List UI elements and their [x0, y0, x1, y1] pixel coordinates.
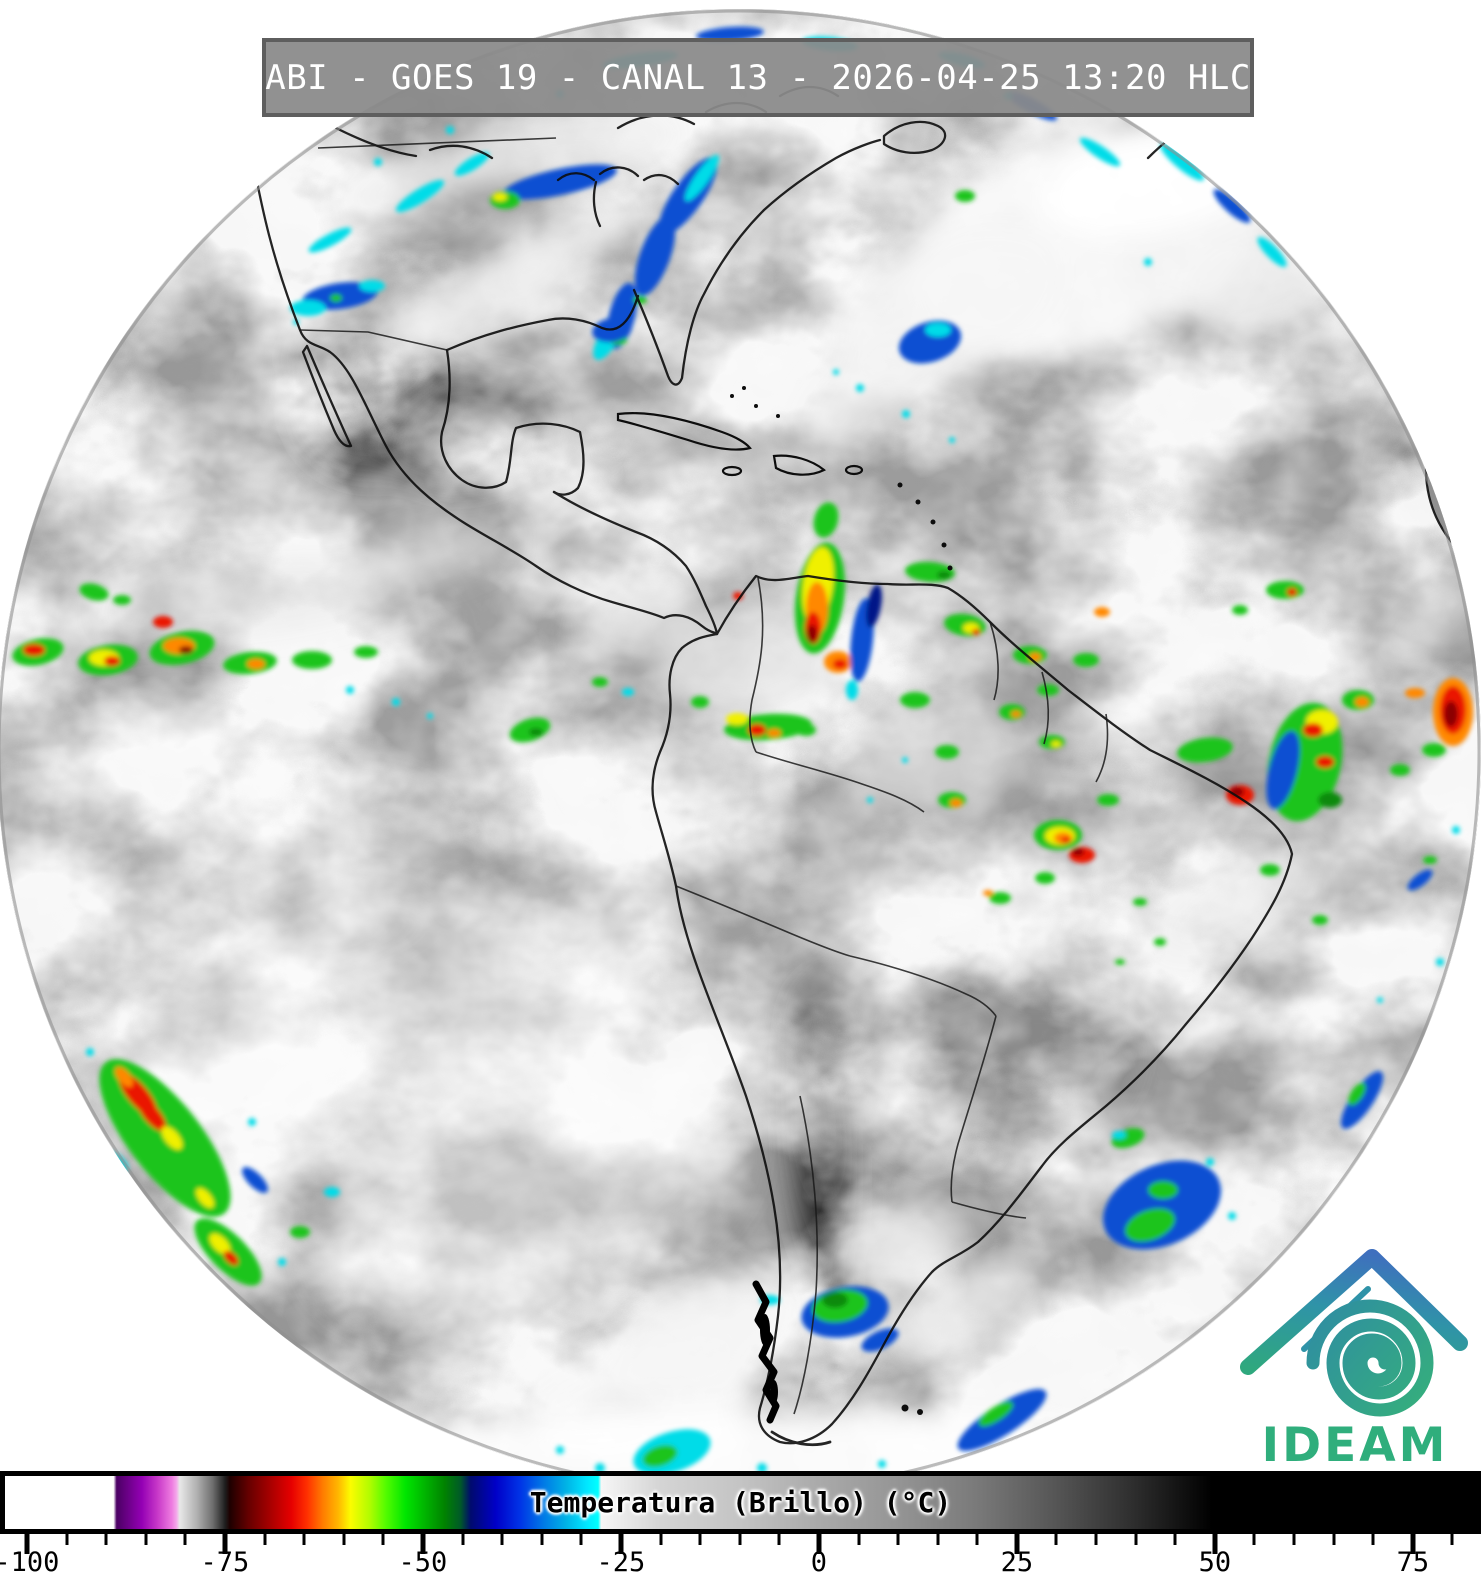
colorbar-tick — [1134, 1534, 1138, 1545]
islands — [616, 386, 953, 1415]
logo-text: IDEAM — [1262, 1418, 1449, 1473]
colorbar-tick — [1094, 1534, 1098, 1545]
colorbar-tick-label: 25 — [1000, 1547, 1034, 1578]
colorbar-tick — [1332, 1534, 1336, 1545]
colorbar-tick — [381, 1534, 385, 1545]
colorbar-tick — [263, 1534, 267, 1545]
colorbar-tick — [183, 1534, 187, 1545]
colorbar-tick-label: 75 — [1396, 1547, 1430, 1578]
colorbar-tick — [1410, 1534, 1416, 1554]
colorbar-tick — [1014, 1534, 1020, 1554]
colorbar-tick — [1292, 1534, 1296, 1545]
colorbar-tick — [896, 1534, 900, 1545]
colorbar-ticks: -100 -75 -50 -25 0 25 50 75 — [0, 1471, 1481, 1577]
colorbar-tick — [500, 1534, 504, 1545]
colorbar-tick — [104, 1534, 108, 1545]
colorbar-title: Temperatura (Brillo) (°C) — [529, 1486, 952, 1519]
colorbar-tick — [1173, 1534, 1177, 1545]
colorbar-tick — [302, 1534, 306, 1545]
colorbar-tick — [1450, 1534, 1454, 1545]
colorbar-tick-label: -75 — [200, 1547, 250, 1578]
colorbar-tick — [698, 1534, 702, 1545]
colorbar-tick — [816, 1534, 822, 1554]
colorbar-tick — [342, 1534, 346, 1545]
colorbar-tick — [540, 1534, 544, 1545]
logo-roof-icon — [1240, 1249, 1468, 1375]
colorbar-tick-label: 0 — [810, 1547, 828, 1578]
colorbar-tick — [222, 1534, 228, 1554]
ideam-logo: IDEAM — [1240, 1249, 1468, 1473]
logo-spiral-icon — [1306, 1299, 1434, 1417]
colorbar-tick — [579, 1534, 583, 1545]
colorbar-tick-label: -25 — [596, 1547, 646, 1578]
colorbar-tick — [1371, 1534, 1375, 1545]
colorbar-strip — [0, 1471, 1481, 1534]
patagonia-ridge — [752, 1280, 780, 1424]
colorbar-tick-label: -50 — [398, 1547, 448, 1578]
colorbar-tick — [857, 1534, 860, 1545]
colorbar-tick-label: 50 — [1198, 1547, 1232, 1578]
title-bar: ABI - GOES 19 - CANAL 13 - 2026-04-25 13… — [262, 38, 1254, 117]
colorbar-tick — [975, 1534, 979, 1545]
colorbar-tick — [618, 1534, 624, 1554]
colorbar-tick — [936, 1534, 940, 1545]
colorbar-tick — [1212, 1534, 1218, 1554]
title-bar-text: ABI - GOES 19 - CANAL 13 - 2026-04-25 13… — [265, 57, 1251, 98]
colorbar-tick — [777, 1534, 781, 1545]
country-borders — [299, 137, 1109, 1415]
colorbar-tick — [144, 1534, 148, 1545]
colorbar-tick — [420, 1534, 426, 1554]
colorbar-tick-label: -100 — [0, 1547, 60, 1578]
colorbar-tick — [1252, 1534, 1256, 1545]
satellite-earth-image — [0, 9, 1481, 1472]
colorbar-tick — [65, 1534, 69, 1545]
colorbar-tick — [24, 1534, 30, 1554]
colorbar-tick — [738, 1534, 742, 1545]
earth-limb — [0, 9, 1481, 1472]
colorbar-tick — [1054, 1534, 1058, 1545]
colorbar: Temperatura (Brillo) (°C) -100 -75 -50 -25 0… — [0, 1471, 1481, 1577]
colorbar-tick — [461, 1534, 464, 1545]
colorbar-tick — [659, 1534, 662, 1545]
